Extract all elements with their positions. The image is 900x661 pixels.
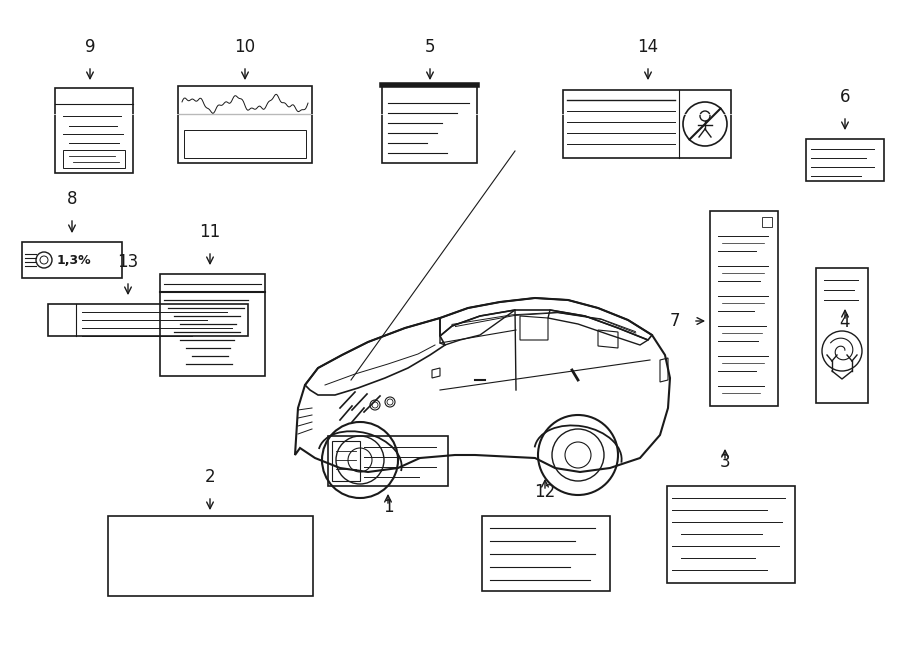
Bar: [667, 486, 795, 583]
Bar: [710, 211, 778, 406]
Bar: [55, 88, 133, 173]
Bar: [63, 150, 125, 168]
Text: 14: 14: [637, 38, 659, 56]
Text: 6: 6: [840, 88, 850, 106]
Bar: [184, 130, 306, 158]
Bar: [382, 85, 477, 163]
Text: 10: 10: [234, 38, 256, 56]
Bar: [178, 86, 312, 163]
Bar: [48, 304, 248, 336]
Text: 4: 4: [840, 313, 850, 331]
Text: 7: 7: [670, 312, 680, 330]
Bar: [332, 441, 360, 481]
Bar: [816, 268, 868, 403]
Text: 5: 5: [425, 38, 436, 56]
Bar: [806, 139, 884, 181]
Bar: [482, 516, 610, 591]
Bar: [563, 90, 731, 158]
Text: 12: 12: [535, 483, 555, 501]
Text: 9: 9: [85, 38, 95, 56]
Text: 3: 3: [720, 453, 730, 471]
Text: 1: 1: [382, 498, 393, 516]
Text: 2: 2: [204, 468, 215, 486]
Bar: [160, 274, 265, 376]
Bar: [108, 516, 313, 596]
Text: 8: 8: [67, 190, 77, 208]
Text: 13: 13: [117, 253, 139, 271]
Bar: [22, 242, 122, 278]
Bar: [328, 436, 448, 486]
Text: 11: 11: [200, 223, 220, 241]
Text: 1,3%: 1,3%: [57, 254, 91, 266]
Bar: [762, 217, 772, 227]
